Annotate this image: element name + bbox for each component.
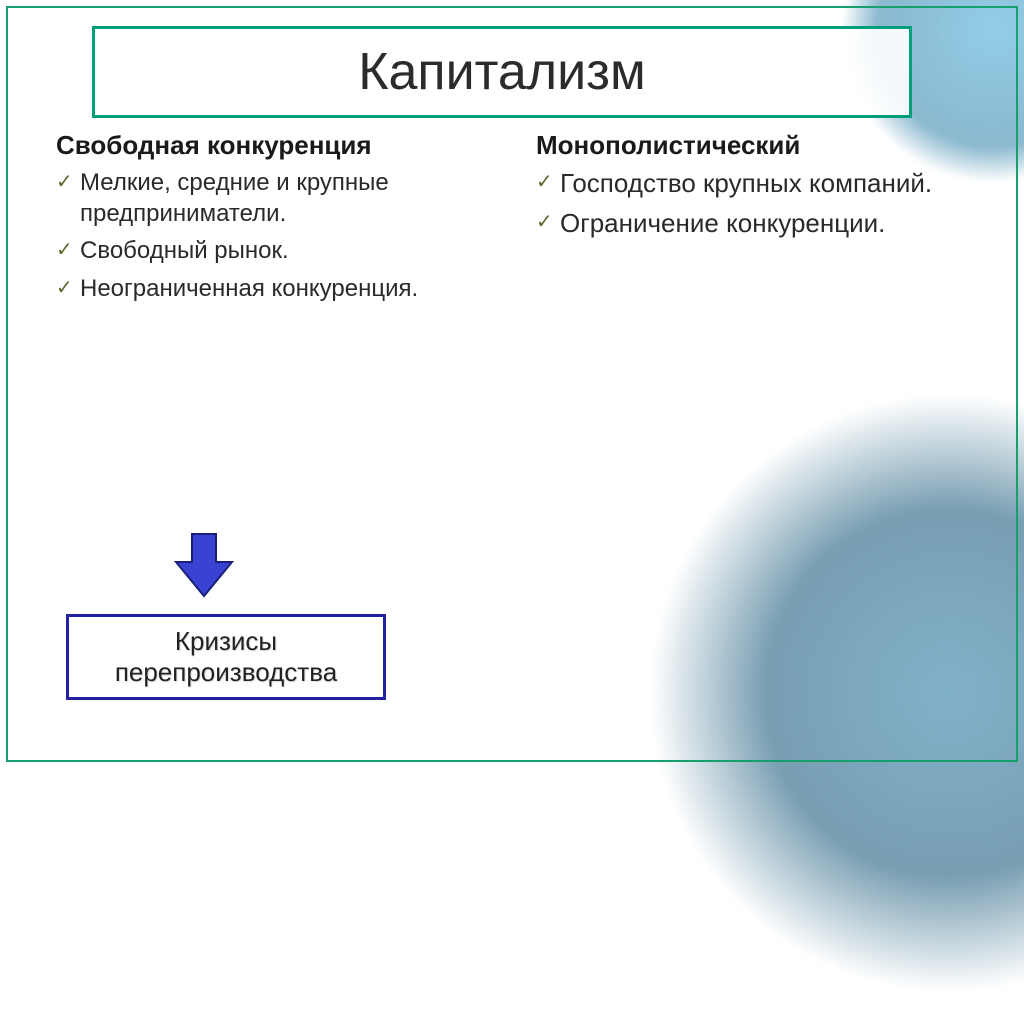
- column-left: Свободная конкуренция Мелкие, средние и …: [44, 130, 512, 310]
- down-arrow-icon: [170, 530, 238, 600]
- right-list: Господство крупных компаний. Ограничение…: [536, 167, 968, 241]
- title-box: Капитализм: [92, 26, 912, 118]
- right-heading: Монополистический: [536, 130, 968, 161]
- slide-title: Капитализм: [358, 42, 646, 102]
- bg-decor-bottom-right: [624, 368, 1024, 1018]
- column-right: Монополистический Господство крупных ком…: [512, 130, 980, 310]
- content-columns: Свободная конкуренция Мелкие, средние и …: [44, 130, 980, 310]
- list-item: Свободный рынок.: [56, 235, 488, 266]
- list-item: Ограничение конкуренции.: [536, 207, 968, 241]
- left-list: Мелкие, средние и крупные предпринимател…: [56, 167, 488, 304]
- list-item: Мелкие, средние и крупные предпринимател…: [56, 167, 488, 229]
- list-item: Неограниченная конкуренция.: [56, 273, 488, 304]
- left-heading: Свободная конкуренция: [56, 130, 488, 161]
- list-item: Господство крупных компаний.: [536, 167, 968, 201]
- crisis-label: Кризисыперепроизводства: [115, 626, 337, 688]
- crisis-box: Кризисыперепроизводства: [66, 614, 386, 700]
